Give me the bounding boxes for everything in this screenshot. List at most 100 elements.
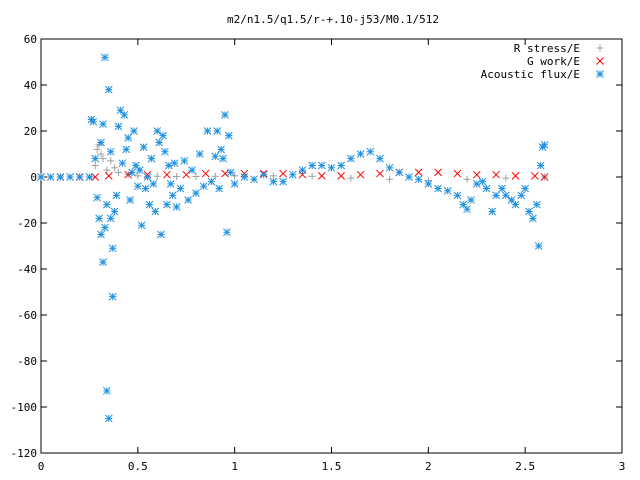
data-point xyxy=(463,205,471,214)
data-point-stroke xyxy=(498,184,506,193)
data-point-stroke xyxy=(122,145,131,154)
data-point xyxy=(95,214,103,223)
data-point xyxy=(459,200,468,209)
data-point-stroke xyxy=(143,173,152,181)
data-point-stroke xyxy=(327,163,336,172)
data-point xyxy=(91,154,100,163)
x-tick-label: 1.5 xyxy=(322,460,342,473)
data-point-stroke xyxy=(163,200,171,209)
data-point xyxy=(114,122,123,131)
chart-title: m2/n1.5/q1.5/r-+.10-j53/M0.1/512 xyxy=(227,13,439,26)
data-point xyxy=(112,191,121,200)
data-point xyxy=(327,163,336,172)
data-point-stroke xyxy=(213,127,222,135)
data-point-stroke xyxy=(170,159,179,168)
y-tick-label: -100 xyxy=(11,401,38,414)
data-point xyxy=(211,152,220,161)
data-point xyxy=(386,175,394,183)
data-point xyxy=(97,150,105,158)
y-tick-label: 40 xyxy=(24,79,37,92)
data-point-stroke xyxy=(223,228,231,237)
legend-label: R stress/E xyxy=(514,42,580,55)
data-point-stroke xyxy=(467,196,475,204)
data-point-stroke xyxy=(298,166,307,174)
data-point xyxy=(308,172,316,180)
data-point xyxy=(108,244,117,253)
x-tick-label: 3 xyxy=(619,460,626,473)
data-point-stroke xyxy=(459,200,468,209)
data-point xyxy=(511,171,520,180)
data-point xyxy=(211,172,219,180)
data-point-stroke xyxy=(201,169,210,178)
data-point xyxy=(492,170,500,179)
data-point xyxy=(145,200,154,209)
data-point xyxy=(498,184,506,193)
data-point xyxy=(128,168,136,177)
data-point xyxy=(308,161,316,170)
data-point-stroke xyxy=(308,161,316,170)
data-point xyxy=(385,163,394,172)
x-tick-label: 0.5 xyxy=(128,460,148,473)
data-point xyxy=(97,138,105,147)
data-point-stroke xyxy=(366,147,375,156)
data-point xyxy=(525,207,533,216)
data-point xyxy=(478,177,487,186)
data-point xyxy=(259,170,268,179)
plot-points xyxy=(37,53,549,423)
data-point xyxy=(143,173,152,181)
data-point-stroke xyxy=(434,184,442,193)
data-point-stroke xyxy=(530,171,539,180)
data-point xyxy=(124,134,133,142)
data-point-stroke xyxy=(85,173,94,181)
data-point xyxy=(488,207,497,216)
axes: 0 0.5 1 1.5 2 2.5 3 -120 -100 -80 -60 -40 -20 0 20 40 60 xyxy=(11,33,626,473)
data-point xyxy=(453,169,462,178)
data-point xyxy=(298,166,307,174)
data-point-stroke xyxy=(385,163,394,172)
data-point xyxy=(157,230,165,239)
data-point xyxy=(97,230,105,239)
data-point xyxy=(163,200,171,209)
data-point-stroke xyxy=(56,173,65,181)
data-point xyxy=(153,172,161,180)
data-point-stroke xyxy=(250,175,258,184)
data-point xyxy=(159,131,167,140)
data-point xyxy=(288,170,297,179)
y-tick-label: -80 xyxy=(17,355,37,368)
data-point-stroke xyxy=(149,180,158,188)
data-point-stroke xyxy=(116,106,125,115)
data-point-stroke xyxy=(37,173,45,181)
data-point-stroke xyxy=(157,230,165,239)
data-point-stroke xyxy=(443,186,452,195)
data-point xyxy=(151,207,160,216)
data-point xyxy=(99,155,107,163)
data-point xyxy=(279,169,287,178)
data-point xyxy=(317,171,326,180)
data-point xyxy=(203,127,212,135)
data-point-stroke xyxy=(135,166,144,174)
data-point xyxy=(163,170,171,179)
data-point-stroke xyxy=(221,169,229,178)
data-point-stroke xyxy=(226,168,235,177)
data-point-stroke xyxy=(215,184,224,193)
data-point-stroke xyxy=(95,214,103,223)
data-point-stroke xyxy=(356,150,365,158)
data-point-stroke xyxy=(317,161,326,170)
data-point-stroke xyxy=(414,175,423,184)
data-point-stroke xyxy=(492,191,500,200)
data-point-stroke xyxy=(259,170,268,179)
data-point xyxy=(540,140,549,149)
data-point xyxy=(482,184,491,193)
data-point-stroke xyxy=(507,196,516,204)
data-point xyxy=(108,292,117,301)
data-point-stroke xyxy=(414,168,423,177)
data-point-stroke xyxy=(288,170,297,179)
data-point-stroke xyxy=(279,169,287,178)
data-point xyxy=(376,169,384,178)
data-point-stroke xyxy=(104,85,113,94)
plot-frame xyxy=(40,38,623,454)
data-point xyxy=(536,161,545,170)
data-point xyxy=(37,173,45,181)
